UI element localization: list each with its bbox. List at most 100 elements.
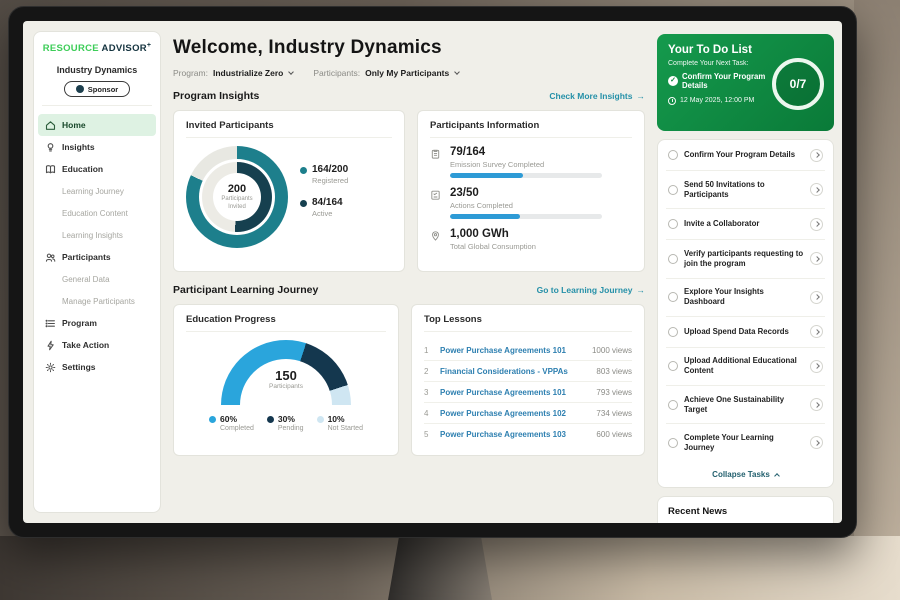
task-row[interactable]: Invite a Collaborator — [666, 209, 825, 241]
link-label: Check More Insights — [549, 91, 633, 101]
legend-value: 164/200 — [312, 164, 349, 175]
participants-filter[interactable]: Participants: Only My Participants — [313, 68, 461, 78]
check-more-insights-link[interactable]: Check More Insights → — [549, 91, 645, 101]
sidebar-item-learning-insights[interactable]: Learning Insights — [34, 224, 160, 246]
stat-label: Actions Completed — [450, 201, 513, 210]
legend-label: Completed — [220, 425, 254, 432]
task-open-button[interactable] — [810, 290, 823, 304]
task-open-button[interactable] — [810, 252, 823, 266]
stat-label: Emission Survey Completed — [450, 160, 545, 169]
task-label: Achieve One Sustainability Target — [684, 394, 785, 414]
chevron-down-icon — [454, 69, 461, 75]
filter-bar: Program: Industrialize Zero Participants… — [173, 68, 645, 78]
go-to-learning-journey-link[interactable]: Go to Learning Journey → — [537, 285, 645, 295]
legend-label: Pending — [277, 425, 304, 432]
org-name: Industry Dynamics — [56, 65, 138, 76]
task-checkbox[interactable] — [668, 437, 678, 448]
sidebar-item-take-action[interactable]: Take Action — [34, 334, 160, 356]
sidebar-item-education-content[interactable]: Education Content — [34, 202, 160, 224]
stat-global-consumption: 1,000 GWh Total Global Consumption — [430, 228, 632, 255]
todo-summary-card: Your To Do List Complete Your Next Task:… — [657, 34, 834, 131]
chevron-right-icon — [813, 152, 820, 158]
task-open-button[interactable] — [810, 148, 823, 162]
task-row[interactable]: Complete Your Learning Journey — [666, 424, 825, 461]
legend-item-pending: 30% Pending — [266, 414, 304, 432]
sidebar-item-education[interactable]: Education — [34, 158, 160, 180]
lesson-link[interactable]: Power Purchase Agreements 103 — [440, 429, 566, 439]
task-row[interactable]: Upload Additional Educational Content — [666, 348, 825, 386]
task-label: Verify participants requesting to join t… — [684, 248, 804, 268]
invited-participants-card: Invited Participants 200 Participants In… — [173, 110, 405, 272]
sidebar-item-general-data[interactable]: General Data — [34, 268, 160, 290]
logo-plus: + — [146, 42, 152, 49]
legend-value: 84/164 — [312, 197, 343, 208]
arrow-right-icon: → — [636, 91, 646, 101]
gauge-label: Participants — [269, 383, 303, 390]
todo-next-task[interactable]: Confirm Your Program Details — [668, 72, 776, 91]
chevron-up-icon — [773, 472, 780, 479]
task-open-button[interactable] — [810, 359, 823, 373]
card-title: Top Lessons — [424, 314, 632, 332]
lesson-views: 600 views — [596, 429, 632, 439]
task-row[interactable]: Verify participants requesting to join t… — [666, 240, 825, 279]
monitor-stand — [388, 528, 492, 600]
lesson-row: 3 Power Purchase Agreements 101 793 view… — [424, 382, 632, 403]
sidebar-item-home[interactable]: Home — [38, 114, 156, 137]
task-checkbox[interactable] — [668, 361, 678, 372]
lesson-views: 1000 views — [591, 345, 632, 355]
arrow-right-icon: → — [636, 285, 646, 295]
lesson-link[interactable]: Power Purchase Agreements 102 — [440, 408, 566, 418]
task-checkbox[interactable] — [668, 292, 678, 303]
sponsor-badge[interactable]: Sponsor — [64, 81, 130, 98]
program-filter[interactable]: Program: Industrialize Zero — [173, 68, 295, 78]
participants-information-card: Participants Information 79/164 Emission… — [417, 110, 645, 272]
task-open-button[interactable] — [810, 217, 823, 231]
sidebar-item-insights[interactable]: Insights — [34, 136, 160, 158]
task-open-button[interactable] — [810, 436, 823, 450]
task-checkbox[interactable] — [668, 326, 678, 337]
task-row[interactable]: Send 50 Invitations to Participants — [666, 171, 825, 210]
education-icon — [45, 164, 56, 175]
task-open-button[interactable] — [810, 325, 823, 339]
lesson-row: 2 Financial Considerations - VPPAs 803 v… — [424, 361, 632, 382]
task-checkbox[interactable] — [668, 184, 678, 195]
collapse-label: Collapse Tasks — [712, 469, 770, 479]
sponsor-icon — [75, 85, 84, 94]
nav-label: Insights — [62, 142, 95, 153]
learning-journey-cards: Education Progress 150 Participants 60% … — [173, 304, 645, 456]
collapse-tasks-button[interactable]: Collapse Tasks — [666, 462, 825, 487]
task-checkbox[interactable] — [668, 253, 678, 264]
main-content: Welcome, Industry Dynamics Program: Indu… — [173, 21, 645, 523]
stat-label: Total Global Consumption — [450, 242, 536, 251]
logo-advisor: ADVISOR — [101, 43, 147, 55]
task-row[interactable]: Upload Spend Data Records — [666, 317, 825, 348]
sidebar-item-participants[interactable]: Participants — [34, 246, 160, 268]
lesson-link[interactable]: Financial Considerations - VPPAs — [440, 366, 568, 376]
sidebar: RESOURCE ADVISOR+ Industry Dynamics Spon… — [33, 31, 161, 513]
task-checkbox[interactable] — [668, 150, 678, 160]
task-row[interactable]: Achieve One Sustainability Target — [666, 386, 825, 425]
program-insights-cards: Invited Participants 200 Participants In… — [173, 110, 645, 272]
lesson-row: 5 Power Purchase Agreements 103 600 view… — [424, 424, 632, 444]
lesson-link[interactable]: Power Purchase Agreements 101 — [440, 387, 566, 397]
task-open-button[interactable] — [810, 398, 823, 412]
nav-label: Settings — [62, 362, 96, 373]
task-open-button[interactable] — [810, 183, 823, 197]
task-row[interactable]: Explore Your Insights Dashboard — [666, 279, 825, 317]
participants-filter-label: Participants: — [313, 68, 361, 78]
sidebar-item-learning-journey[interactable]: Learning Journey — [34, 180, 160, 202]
participants-icon — [45, 252, 56, 263]
donut-center: 200 Participants Invited — [213, 173, 261, 221]
legend-item-active: 84/164 Active — [300, 197, 348, 218]
task-label: Upload Additional Educational Content — [684, 356, 797, 376]
task-checkbox[interactable] — [668, 219, 678, 230]
task-checkbox[interactable] — [668, 399, 678, 410]
insights-icon — [45, 142, 56, 153]
task-row[interactable]: Confirm Your Program Details — [666, 140, 825, 171]
sidebar-item-settings[interactable]: Settings — [34, 356, 160, 378]
todo-next-task-label: Confirm Your Program Details — [682, 72, 766, 91]
lesson-link[interactable]: Power Purchase Agreements 101 — [440, 345, 566, 355]
chevron-right-icon — [813, 256, 820, 262]
sidebar-item-manage-participants[interactable]: Manage Participants — [34, 290, 160, 312]
sidebar-item-program[interactable]: Program — [34, 312, 160, 334]
